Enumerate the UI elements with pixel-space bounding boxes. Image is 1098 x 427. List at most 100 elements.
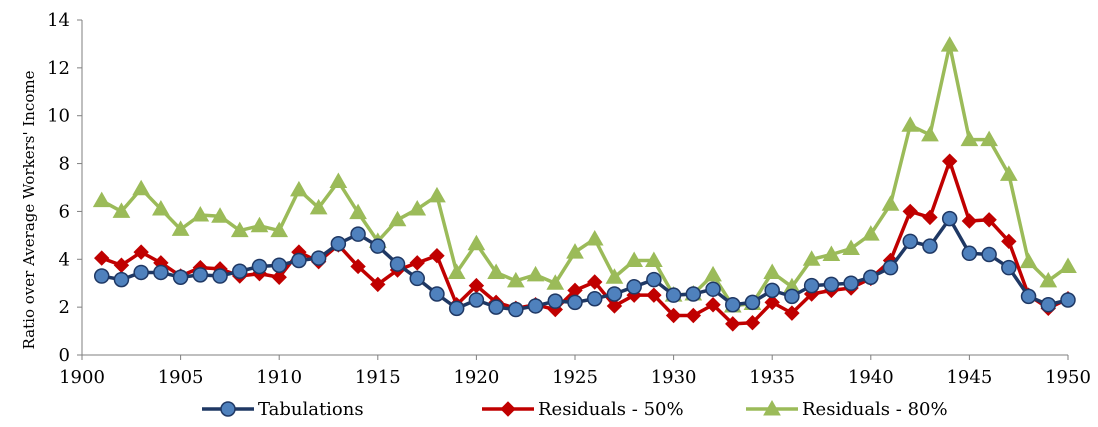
legend-label: Residuals - 80% bbox=[802, 399, 948, 420]
data-point bbox=[191, 206, 210, 222]
data-point bbox=[961, 245, 978, 262]
y-tick-label: 6 bbox=[59, 201, 70, 222]
data-point bbox=[291, 252, 307, 269]
data-point bbox=[212, 268, 228, 284]
data-point bbox=[132, 179, 151, 196]
data-point bbox=[626, 279, 642, 295]
data-point bbox=[922, 209, 938, 226]
data-point bbox=[429, 286, 445, 302]
data-point bbox=[606, 298, 623, 314]
data-point bbox=[784, 305, 800, 321]
data-point bbox=[861, 225, 880, 241]
data-point bbox=[250, 216, 269, 233]
data-point bbox=[940, 36, 959, 52]
data-point bbox=[232, 263, 248, 279]
data-point bbox=[251, 258, 268, 275]
data-point bbox=[941, 153, 958, 169]
y-tick-label: 12 bbox=[47, 58, 70, 79]
data-point bbox=[1001, 259, 1017, 276]
data-point bbox=[93, 268, 110, 284]
data-point bbox=[152, 200, 170, 216]
data-point bbox=[763, 263, 782, 279]
data-point bbox=[349, 203, 367, 220]
data-point bbox=[270, 221, 289, 238]
data-point bbox=[506, 271, 525, 288]
data-point bbox=[1019, 252, 1038, 269]
series-tabulations bbox=[93, 210, 1076, 318]
data-point bbox=[705, 281, 721, 297]
y-tick-label: 4 bbox=[59, 249, 70, 270]
axes bbox=[77, 19, 1069, 360]
legend-item: Residuals - 50% bbox=[482, 399, 684, 420]
data-point bbox=[685, 286, 702, 302]
data-point bbox=[843, 275, 859, 291]
data-point bbox=[999, 165, 1018, 181]
data-point bbox=[92, 191, 111, 208]
data-point bbox=[370, 276, 386, 293]
y-tick-label: 0 bbox=[59, 345, 70, 366]
legend-label: Tabulations bbox=[258, 399, 364, 420]
data-point bbox=[822, 245, 841, 261]
data-point bbox=[665, 307, 682, 324]
data-point bbox=[409, 270, 425, 287]
data-point bbox=[980, 130, 998, 147]
x-tick-label: 1915 bbox=[355, 367, 401, 388]
legend-swatch-marker bbox=[500, 401, 516, 417]
legend-item: Residuals - 80% bbox=[746, 399, 948, 420]
x-tick-label: 1900 bbox=[59, 367, 105, 388]
legend: Tabulations Residuals - 50% Residuals - 80… bbox=[202, 399, 948, 420]
data-point bbox=[290, 180, 308, 197]
data-point bbox=[803, 277, 820, 294]
series-residuals-80 bbox=[92, 36, 1077, 313]
data-point bbox=[922, 238, 938, 254]
data-point bbox=[468, 292, 485, 308]
data-point bbox=[429, 247, 445, 264]
data-point bbox=[1039, 271, 1058, 288]
data-point bbox=[309, 198, 328, 215]
y-tick-label: 10 bbox=[47, 106, 70, 127]
data-point bbox=[1040, 297, 1057, 313]
legend-swatch-marker bbox=[763, 399, 781, 416]
data-point bbox=[547, 293, 564, 309]
data-point bbox=[310, 250, 327, 266]
data-point bbox=[271, 257, 287, 274]
data-point bbox=[171, 220, 190, 236]
data-point bbox=[1060, 292, 1076, 308]
x-tick-label: 1925 bbox=[552, 367, 598, 388]
legend-label: Residuals - 50% bbox=[538, 399, 684, 420]
data-point bbox=[527, 298, 544, 314]
data-point bbox=[646, 271, 662, 288]
data-point bbox=[704, 265, 722, 282]
data-point bbox=[725, 316, 741, 332]
data-point bbox=[566, 243, 584, 259]
data-point bbox=[981, 246, 997, 263]
data-point bbox=[1001, 233, 1017, 250]
x-tick-label: 1940 bbox=[848, 367, 894, 388]
data-point bbox=[961, 213, 978, 229]
data-point bbox=[842, 239, 860, 256]
y-tick-label: 14 bbox=[47, 10, 70, 31]
y-axis-title: Ratio over Average Workers' Income bbox=[20, 70, 38, 349]
data-point bbox=[329, 172, 348, 189]
data-point bbox=[902, 233, 918, 250]
data-point bbox=[409, 255, 425, 271]
data-point bbox=[271, 269, 287, 285]
data-point bbox=[1020, 288, 1037, 305]
data-point bbox=[153, 264, 169, 281]
data-point bbox=[389, 256, 406, 272]
series-layer bbox=[92, 36, 1077, 332]
y-tick-label: 8 bbox=[59, 154, 70, 175]
data-point bbox=[192, 267, 209, 283]
data-point bbox=[567, 294, 583, 311]
data-point bbox=[921, 125, 939, 142]
x-tick-label: 1920 bbox=[453, 367, 499, 388]
data-point bbox=[725, 297, 741, 313]
data-point bbox=[172, 269, 189, 285]
data-point bbox=[388, 210, 407, 227]
y-axis-tick-labels: 0 2 4 6 8 10 12 14 bbox=[47, 10, 70, 366]
data-point bbox=[901, 116, 920, 132]
data-point bbox=[606, 286, 623, 302]
data-point bbox=[112, 202, 131, 218]
data-point bbox=[881, 195, 900, 211]
